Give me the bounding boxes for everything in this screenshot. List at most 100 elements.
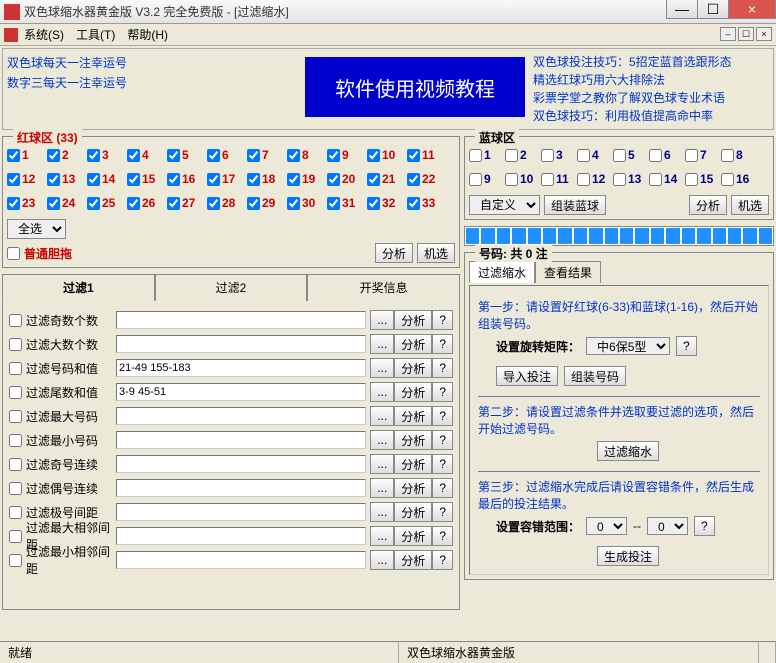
red-ball-2[interactable]: 2 <box>47 143 87 167</box>
red-ball-10[interactable]: 10 <box>367 143 407 167</box>
red-ball-19[interactable]: 19 <box>287 167 327 191</box>
blue-check-5[interactable] <box>613 149 626 162</box>
tip-link-3[interactable]: 彩票学堂之教你了解双色球专业术语 <box>533 89 769 107</box>
red-check-32[interactable] <box>367 197 380 210</box>
filter-help-1[interactable]: ? <box>432 334 453 354</box>
mdi-max[interactable]: ☐ <box>738 27 754 41</box>
red-check-8[interactable] <box>287 149 300 162</box>
filter-analyze-4[interactable]: 分析 <box>394 406 432 426</box>
red-ball-18[interactable]: 18 <box>247 167 287 191</box>
filter-dots-6[interactable]: ... <box>370 454 394 474</box>
tip-link-1[interactable]: 双色球投注技巧：5招定蓝首选跟形态 <box>533 53 769 71</box>
red-ball-28[interactable]: 28 <box>207 191 247 215</box>
filter-check-5[interactable] <box>9 434 22 447</box>
filter-help-8[interactable]: ? <box>432 502 453 522</box>
blue-ball-7[interactable]: 7 <box>685 143 721 167</box>
red-ball-16[interactable]: 16 <box>167 167 207 191</box>
blue-random-button[interactable]: 机选 <box>731 195 769 215</box>
red-ball-4[interactable]: 4 <box>127 143 167 167</box>
mdi-close[interactable]: × <box>756 27 772 41</box>
red-check-19[interactable] <box>287 173 300 186</box>
red-check-17[interactable] <box>207 173 220 186</box>
blue-ball-3[interactable]: 3 <box>541 143 577 167</box>
red-check-16[interactable] <box>167 173 180 186</box>
red-check-31[interactable] <box>327 197 340 210</box>
blue-check-12[interactable] <box>577 173 590 186</box>
link-lucky-3d[interactable]: 数字三每天一注幸运号 <box>7 73 297 93</box>
filter-dots-3[interactable]: ... <box>370 382 394 402</box>
tol-from-select[interactable]: 0 <box>586 517 627 535</box>
red-ball-23[interactable]: 23 <box>7 191 47 215</box>
filter-value-7[interactable] <box>116 479 366 497</box>
blue-ball-9[interactable]: 9 <box>469 167 505 191</box>
red-ball-6[interactable]: 6 <box>207 143 247 167</box>
blue-ball-2[interactable]: 2 <box>505 143 541 167</box>
blue-check-3[interactable] <box>541 149 554 162</box>
filter-shrink-button[interactable]: 过滤缩水 <box>597 441 659 461</box>
filter-help-7[interactable]: ? <box>432 478 453 498</box>
filter-analyze-2[interactable]: 分析 <box>394 358 432 378</box>
blue-ball-13[interactable]: 13 <box>613 167 649 191</box>
filter-analyze-8[interactable]: 分析 <box>394 502 432 522</box>
red-ball-9[interactable]: 9 <box>327 143 367 167</box>
filter-help-9[interactable]: ? <box>432 526 453 546</box>
filter-value-9[interactable] <box>116 527 366 545</box>
blue-check-10[interactable] <box>505 173 518 186</box>
blue-ball-12[interactable]: 12 <box>577 167 613 191</box>
red-ball-24[interactable]: 24 <box>47 191 87 215</box>
filter-check-2[interactable] <box>9 362 22 375</box>
red-ball-20[interactable]: 20 <box>327 167 367 191</box>
menu-tools[interactable]: 工具(T) <box>76 26 115 43</box>
filter-dots-1[interactable]: ... <box>370 334 394 354</box>
ptdt-checkbox[interactable] <box>7 247 20 260</box>
tol-help-button[interactable]: ? <box>694 516 715 536</box>
filter-help-0[interactable]: ? <box>432 310 453 330</box>
filter-analyze-5[interactable]: 分析 <box>394 430 432 450</box>
blue-ball-8[interactable]: 8 <box>721 143 757 167</box>
menu-help[interactable]: 帮助(H) <box>127 26 168 43</box>
red-ball-33[interactable]: 33 <box>407 191 447 215</box>
filter-check-3[interactable] <box>9 386 22 399</box>
filter-help-6[interactable]: ? <box>432 454 453 474</box>
blue-check-2[interactable] <box>505 149 518 162</box>
filter-dots-10[interactable]: ... <box>370 550 394 570</box>
red-ball-14[interactable]: 14 <box>87 167 127 191</box>
filter-analyze-6[interactable]: 分析 <box>394 454 432 474</box>
filter-check-9[interactable] <box>9 530 22 543</box>
red-check-29[interactable] <box>247 197 260 210</box>
red-ball-8[interactable]: 8 <box>287 143 327 167</box>
rotate-help-button[interactable]: ? <box>676 336 697 356</box>
filter-value-2[interactable]: 21-49 155-183 <box>116 359 366 377</box>
red-random-button[interactable]: 机选 <box>417 243 455 263</box>
filter-dots-7[interactable]: ... <box>370 478 394 498</box>
red-ball-11[interactable]: 11 <box>407 143 447 167</box>
blue-check-14[interactable] <box>649 173 662 186</box>
blue-ball-15[interactable]: 15 <box>685 167 721 191</box>
red-check-26[interactable] <box>127 197 140 210</box>
blue-check-13[interactable] <box>613 173 626 186</box>
red-check-4[interactable] <box>127 149 140 162</box>
blue-check-4[interactable] <box>577 149 590 162</box>
assemble-numbers-button[interactable]: 组装号码 <box>564 366 626 386</box>
rotate-select[interactable]: 中6保5型 <box>586 337 670 355</box>
filter-analyze-1[interactable]: 分析 <box>394 334 432 354</box>
blue-check-16[interactable] <box>721 173 734 186</box>
red-check-5[interactable] <box>167 149 180 162</box>
blue-check-8[interactable] <box>721 149 734 162</box>
red-check-2[interactable] <box>47 149 60 162</box>
blue-ball-1[interactable]: 1 <box>469 143 505 167</box>
red-analyze-button[interactable]: 分析 <box>375 243 413 263</box>
filter-analyze-10[interactable]: 分析 <box>394 550 432 570</box>
filter-check-6[interactable] <box>9 458 22 471</box>
red-ball-32[interactable]: 32 <box>367 191 407 215</box>
tab-results-info[interactable]: 开奖信息 <box>307 274 460 301</box>
red-ball-7[interactable]: 7 <box>247 143 287 167</box>
filter-analyze-3[interactable]: 分析 <box>394 382 432 402</box>
blue-check-7[interactable] <box>685 149 698 162</box>
video-tutorial-banner[interactable]: 软件使用视频教程 <box>305 57 525 117</box>
blue-ball-10[interactable]: 10 <box>505 167 541 191</box>
generate-bets-button[interactable]: 生成投注 <box>597 546 659 566</box>
red-check-11[interactable] <box>407 149 420 162</box>
menu-system[interactable]: 系统(S) <box>24 26 64 43</box>
blue-ball-16[interactable]: 16 <box>721 167 757 191</box>
